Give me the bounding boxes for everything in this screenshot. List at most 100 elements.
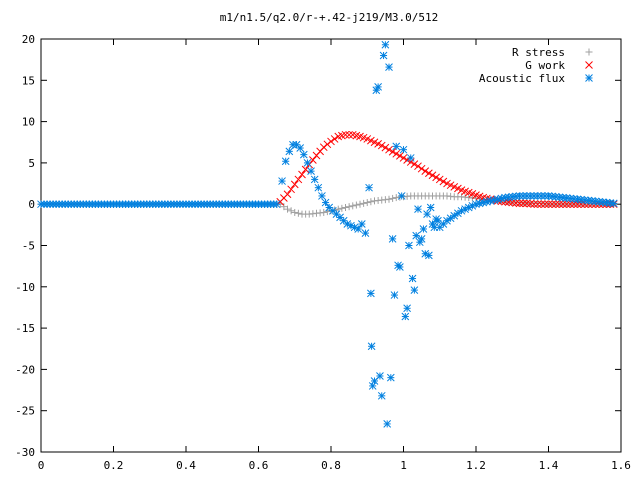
g-work-point [537,200,546,209]
y-tick-label: 10 [22,116,35,129]
acoustic-flux-point [367,289,375,298]
r-stress-point [345,203,353,211]
r-stress-point [389,194,397,202]
g-work-point [541,200,549,209]
r-stress-point [287,207,295,215]
acoustic-flux-point [318,192,326,200]
acoustic-flux-point [370,377,379,385]
legend-marker [585,74,593,82]
y-tick-label: -20 [15,363,35,376]
acoustic-flux-point [278,177,286,185]
g-work-point [425,169,433,178]
g-work-point [341,130,350,139]
g-work-point [290,180,299,189]
acoustic-flux-point [396,263,404,271]
acoustic-flux-point [381,40,390,49]
g-work-point [283,190,292,199]
g-work-point [435,175,444,184]
r-stress-point [338,204,346,212]
y-tick-label: -15 [15,322,35,335]
acoustic-flux-point [368,382,377,390]
g-work-point [309,156,317,164]
g-work-point [428,171,437,180]
g-work-point [381,143,390,152]
acoustic-flux-point [379,51,388,60]
acoustic-flux-point [285,147,294,156]
acoustic-flux-point [399,145,408,154]
g-work-point [562,200,571,209]
g-work-point [410,160,419,168]
g-work-point [544,200,553,209]
acoustic-flux-point [281,157,290,166]
x-tick-label: 1 [400,459,407,472]
acoustic-flux-point [515,192,524,200]
g-work-point [345,130,353,139]
acoustic-flux-point [354,225,363,233]
r-stress-point [385,195,393,203]
g-work-point [439,177,448,186]
r-stress-point [342,204,349,212]
axes: 0 0.2 0.4 0.6 0.8 1 1.2 1.4 1.6 20 15 10 5 0 -5 -10 -15 -… [15,33,631,472]
g-work-point [377,141,386,150]
acoustic-flux-point [406,154,415,162]
g-work-point [519,199,527,208]
g-work-point [559,200,567,209]
g-work-point [392,149,401,158]
r-stress-point [334,205,342,213]
legend-label: Acoustic flux [479,72,565,85]
legend-marker [585,61,593,69]
acoustic-flux-point [417,235,426,243]
acoustic-flux-point [468,201,477,210]
r-stress-point [367,198,375,206]
acoustic-flux-point [296,144,305,152]
r-stress-point [363,199,371,207]
x-tick-label: 1.6 [611,459,631,472]
legend-label: G work [525,59,565,72]
series-acoustic-flux [37,40,618,428]
g-work-point [399,154,408,162]
acoustic-flux-point [392,142,401,151]
legend-marker [585,48,593,56]
acoustic-flux-point [307,167,315,176]
acoustic-flux-point [314,183,323,192]
g-work-point [417,164,426,173]
acoustic-flux-point [383,420,392,428]
g-work-point [421,167,430,176]
r-stress-point [284,205,291,213]
acoustic-flux-point [403,304,411,313]
acoustic-flux-point [367,342,376,351]
y-tick-label: -10 [15,281,35,294]
g-work-point [414,162,422,171]
g-work-point [287,185,295,194]
y-tick-label: -5 [22,240,35,253]
r-stress-point [320,208,328,216]
acoustic-flux-point [310,175,319,184]
acoustic-flux-point [414,205,422,214]
g-work-point [298,170,306,179]
x-tick-label: 1.2 [466,459,486,472]
legend-label: R stress [512,46,565,59]
acoustic-flux-point [410,286,419,294]
acoustic-flux-point [588,197,596,205]
acoustic-flux-point [423,210,431,218]
y-tick-label: 15 [22,74,35,87]
acoustic-flux-point [361,229,370,237]
acoustic-flux-point [376,372,384,380]
acoustic-flux-point [405,241,413,250]
acoustic-flux-point [537,192,546,200]
acoustic-flux-point [401,312,410,321]
r-stress-point [352,201,360,209]
y-tick-label: -25 [15,405,35,418]
acoustic-flux-point [303,159,312,167]
acoustic-flux-point [430,223,439,232]
acoustic-flux-point [299,150,308,159]
acoustic-flux-point [272,200,281,209]
g-work-point [530,200,538,209]
g-work-point [294,175,303,184]
x-tick-label: 0.8 [321,459,341,472]
acoustic-flux-point [321,198,330,207]
y-tick-label: 20 [22,33,35,46]
r-stress-point [294,209,302,217]
